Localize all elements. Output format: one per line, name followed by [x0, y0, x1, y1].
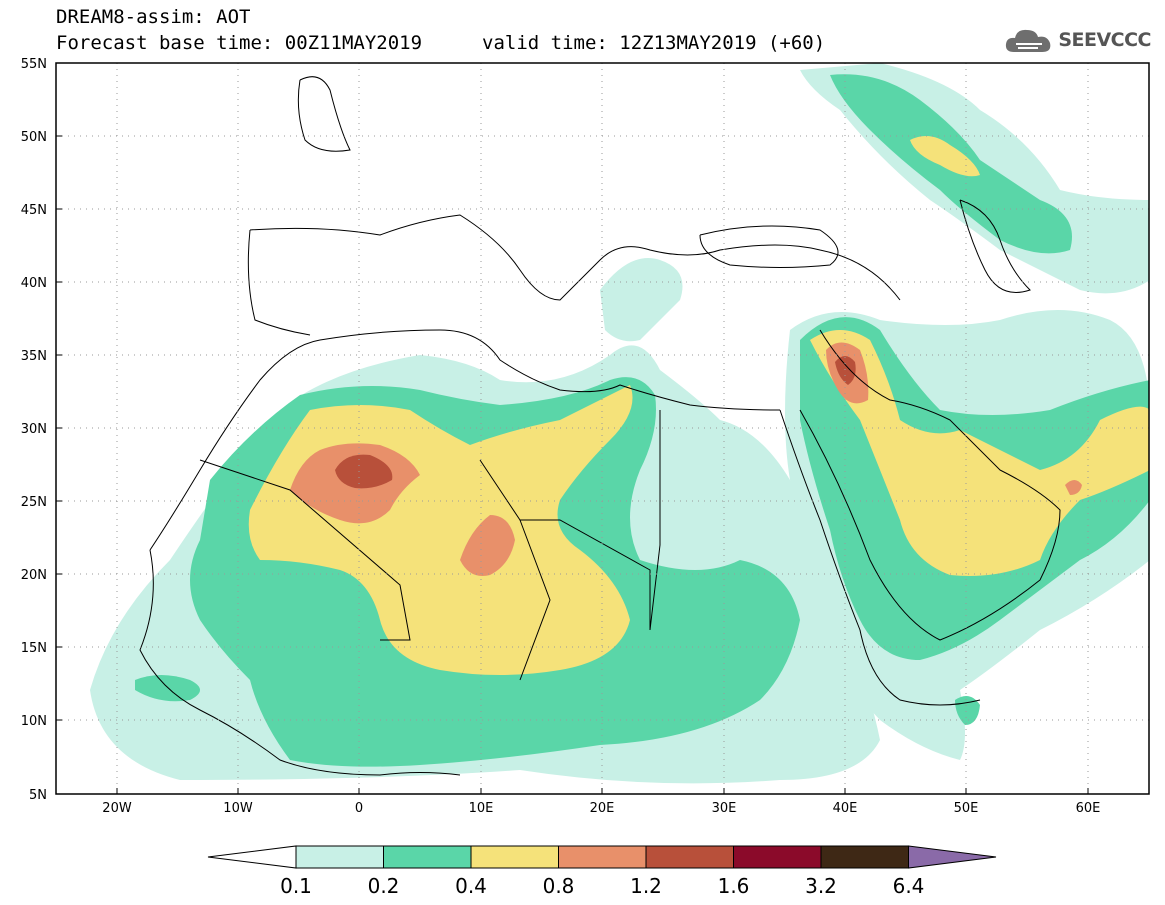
aot-region-gulf-orange	[1065, 480, 1082, 495]
coastline-north-africa	[149, 329, 781, 551]
tick-marks	[56, 135, 1089, 794]
lon-tick-label: 40E	[833, 801, 858, 816]
lat-tick-label: 55N	[21, 57, 47, 72]
colorbar-label: 0.4	[455, 874, 487, 898]
aot-region-westafrica-green	[135, 675, 200, 702]
colorbar-label: 6.4	[893, 874, 925, 898]
lat-tick-label: 25N	[21, 495, 47, 510]
lat-tick-label: 5N	[29, 788, 47, 803]
coastline-iberia	[247, 229, 311, 336]
lat-tick-label: 15N	[21, 641, 47, 656]
lon-tick-label: 10W	[223, 801, 253, 816]
colorbar-labels: 0.1 0.2 0.4 0.8 1.2 1.6 3.2 6.4	[280, 874, 924, 898]
coastline-britain	[297, 76, 351, 152]
lat-tick-label: 20N	[21, 568, 47, 583]
aot-contours	[90, 63, 1149, 784]
border-mali	[199, 459, 411, 641]
lon-tick-label: 10E	[469, 801, 494, 816]
lat-tick-label: 50N	[21, 130, 47, 145]
coastline-black-sea	[699, 225, 839, 268]
colorbar-label: 0.1	[280, 874, 312, 898]
aot-region-algeria-dark	[335, 454, 393, 489]
coastline-arabia	[799, 329, 1061, 641]
colorbar-swatch-7	[820, 845, 909, 869]
lat-tick-label: 40N	[21, 276, 47, 291]
colorbar-swatch-2	[383, 845, 472, 869]
forecast-base-time: Forecast base time: 00Z11MAY2019	[56, 32, 423, 54]
graticule	[56, 63, 1149, 794]
colorbar-lower-triangle	[207, 845, 297, 869]
lon-tick-label: 30E	[712, 801, 737, 816]
colorbar-label: 3.2	[805, 874, 837, 898]
colorbar-swatch-1	[295, 845, 384, 869]
lat-tick-labels: 55N 50N 45N 40N 35N 30N 25N 20N 15N 10N …	[21, 57, 47, 803]
colorbar-label: 1.6	[718, 874, 750, 898]
coastline-caspian	[959, 199, 1031, 293]
colorbar-upper-triangle	[908, 845, 997, 869]
lat-tick-label: 30N	[21, 422, 47, 437]
coastline-red-sea	[779, 409, 981, 706]
border-chad	[519, 519, 551, 681]
colorbar-swatch-6	[733, 845, 822, 869]
lon-tick-labels: 20W 10W 0 10E 20E 30E 40E 50E 60E	[102, 801, 1100, 816]
coastline-europe	[249, 214, 901, 301]
lon-tick-label: 20E	[590, 801, 615, 816]
cloud-icon	[1006, 29, 1051, 52]
colorbar-label: 0.8	[543, 874, 575, 898]
lon-tick-label: 20W	[102, 801, 132, 816]
lon-tick-label: 0	[355, 801, 363, 816]
chart-title: DREAM8-assim: AOT	[56, 6, 251, 28]
aot-region-arabia-yellow	[810, 330, 1149, 576]
colorbar-swatch-3	[470, 845, 559, 869]
lat-tick-label: 35N	[21, 349, 47, 364]
aot-region-iraq-dark	[835, 356, 856, 385]
colorbar-swatch-4	[558, 845, 647, 869]
lon-tick-label: 60E	[1076, 801, 1101, 816]
aot-region-caspian-yellow	[910, 136, 980, 177]
coastline-west-africa	[139, 549, 461, 776]
colorbar-swatch-5	[645, 845, 734, 869]
lon-tick-label: 50E	[954, 801, 979, 816]
logo: SEEVCCC	[1004, 26, 1151, 54]
aot-region-greece-light	[600, 258, 683, 342]
lat-tick-label: 45N	[21, 203, 47, 218]
colorbar-label: 0.2	[368, 874, 400, 898]
valid-time: valid time: 12Z13MAY2019 (+60)	[482, 32, 826, 54]
lat-tick-label: 10N	[21, 714, 47, 729]
aot-region-niger-orange	[460, 515, 515, 576]
logo-text: SEEVCCC	[1058, 29, 1151, 51]
colorbar-label: 1.2	[630, 874, 662, 898]
coastlines	[139, 76, 1061, 776]
colorbar	[207, 845, 997, 869]
